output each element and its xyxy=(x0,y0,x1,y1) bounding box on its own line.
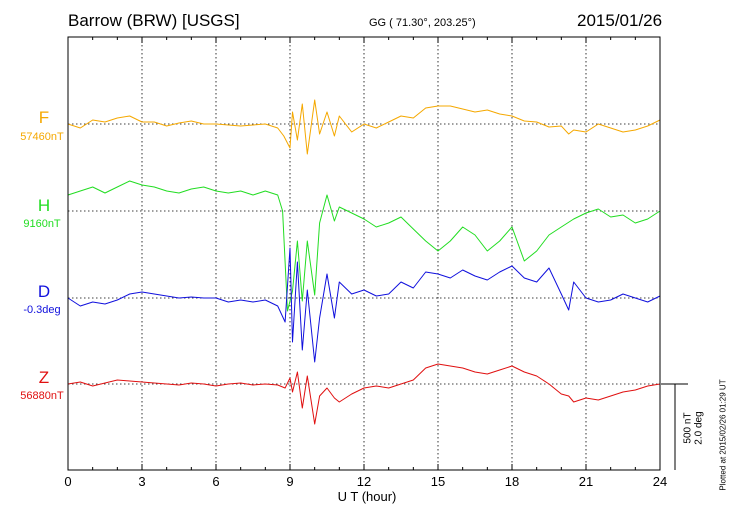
series-line-z xyxy=(67,363,661,425)
x-tick-label: 18 xyxy=(505,474,519,489)
plotted-timestamp: Plotted at 2015/02/26 01:29 UT xyxy=(718,379,728,491)
channel-baseline-h: 9160nT xyxy=(23,218,61,230)
grid xyxy=(68,37,660,470)
series-group xyxy=(67,99,661,425)
x-tick-label: 0 xyxy=(64,474,71,489)
series-line-d xyxy=(67,247,661,363)
x-tick-label: 3 xyxy=(138,474,145,489)
station-title: Barrow (BRW) [USGS] xyxy=(68,11,240,30)
channel-name-h: H xyxy=(37,196,51,215)
x-axis-label: U T (hour) xyxy=(338,489,397,504)
scale-bar xyxy=(661,383,688,470)
channel-name-f: F xyxy=(38,108,50,127)
series-line-f xyxy=(67,99,661,155)
chart-date: 2015/01/26 xyxy=(577,11,663,30)
x-tick-label: 6 xyxy=(212,474,219,489)
x-tick-label: 9 xyxy=(286,474,293,489)
channel-baseline-d: -0.3deg xyxy=(23,304,61,316)
scale-label-nt: 500 nT xyxy=(682,412,694,444)
channel-baseline-f: 57460nT xyxy=(20,131,64,143)
station-coordinates: GG ( 71.30°, 203.25°) xyxy=(369,17,476,29)
x-tick-label: 21 xyxy=(579,474,593,489)
channel-baseline-z: 56880nT xyxy=(20,390,64,402)
x-tick-label: 15 xyxy=(431,474,445,489)
x-tick-label: 24 xyxy=(653,474,667,489)
x-axis-ticks: 0 3 6 9 12 15 18 21 24 xyxy=(64,37,667,489)
channel-name-d: D xyxy=(37,282,51,301)
series-line-h xyxy=(67,180,661,312)
scale-label-deg: 2.0 deg xyxy=(693,411,705,445)
channel-name-z: Z xyxy=(38,368,50,387)
x-tick-label: 12 xyxy=(357,474,371,489)
